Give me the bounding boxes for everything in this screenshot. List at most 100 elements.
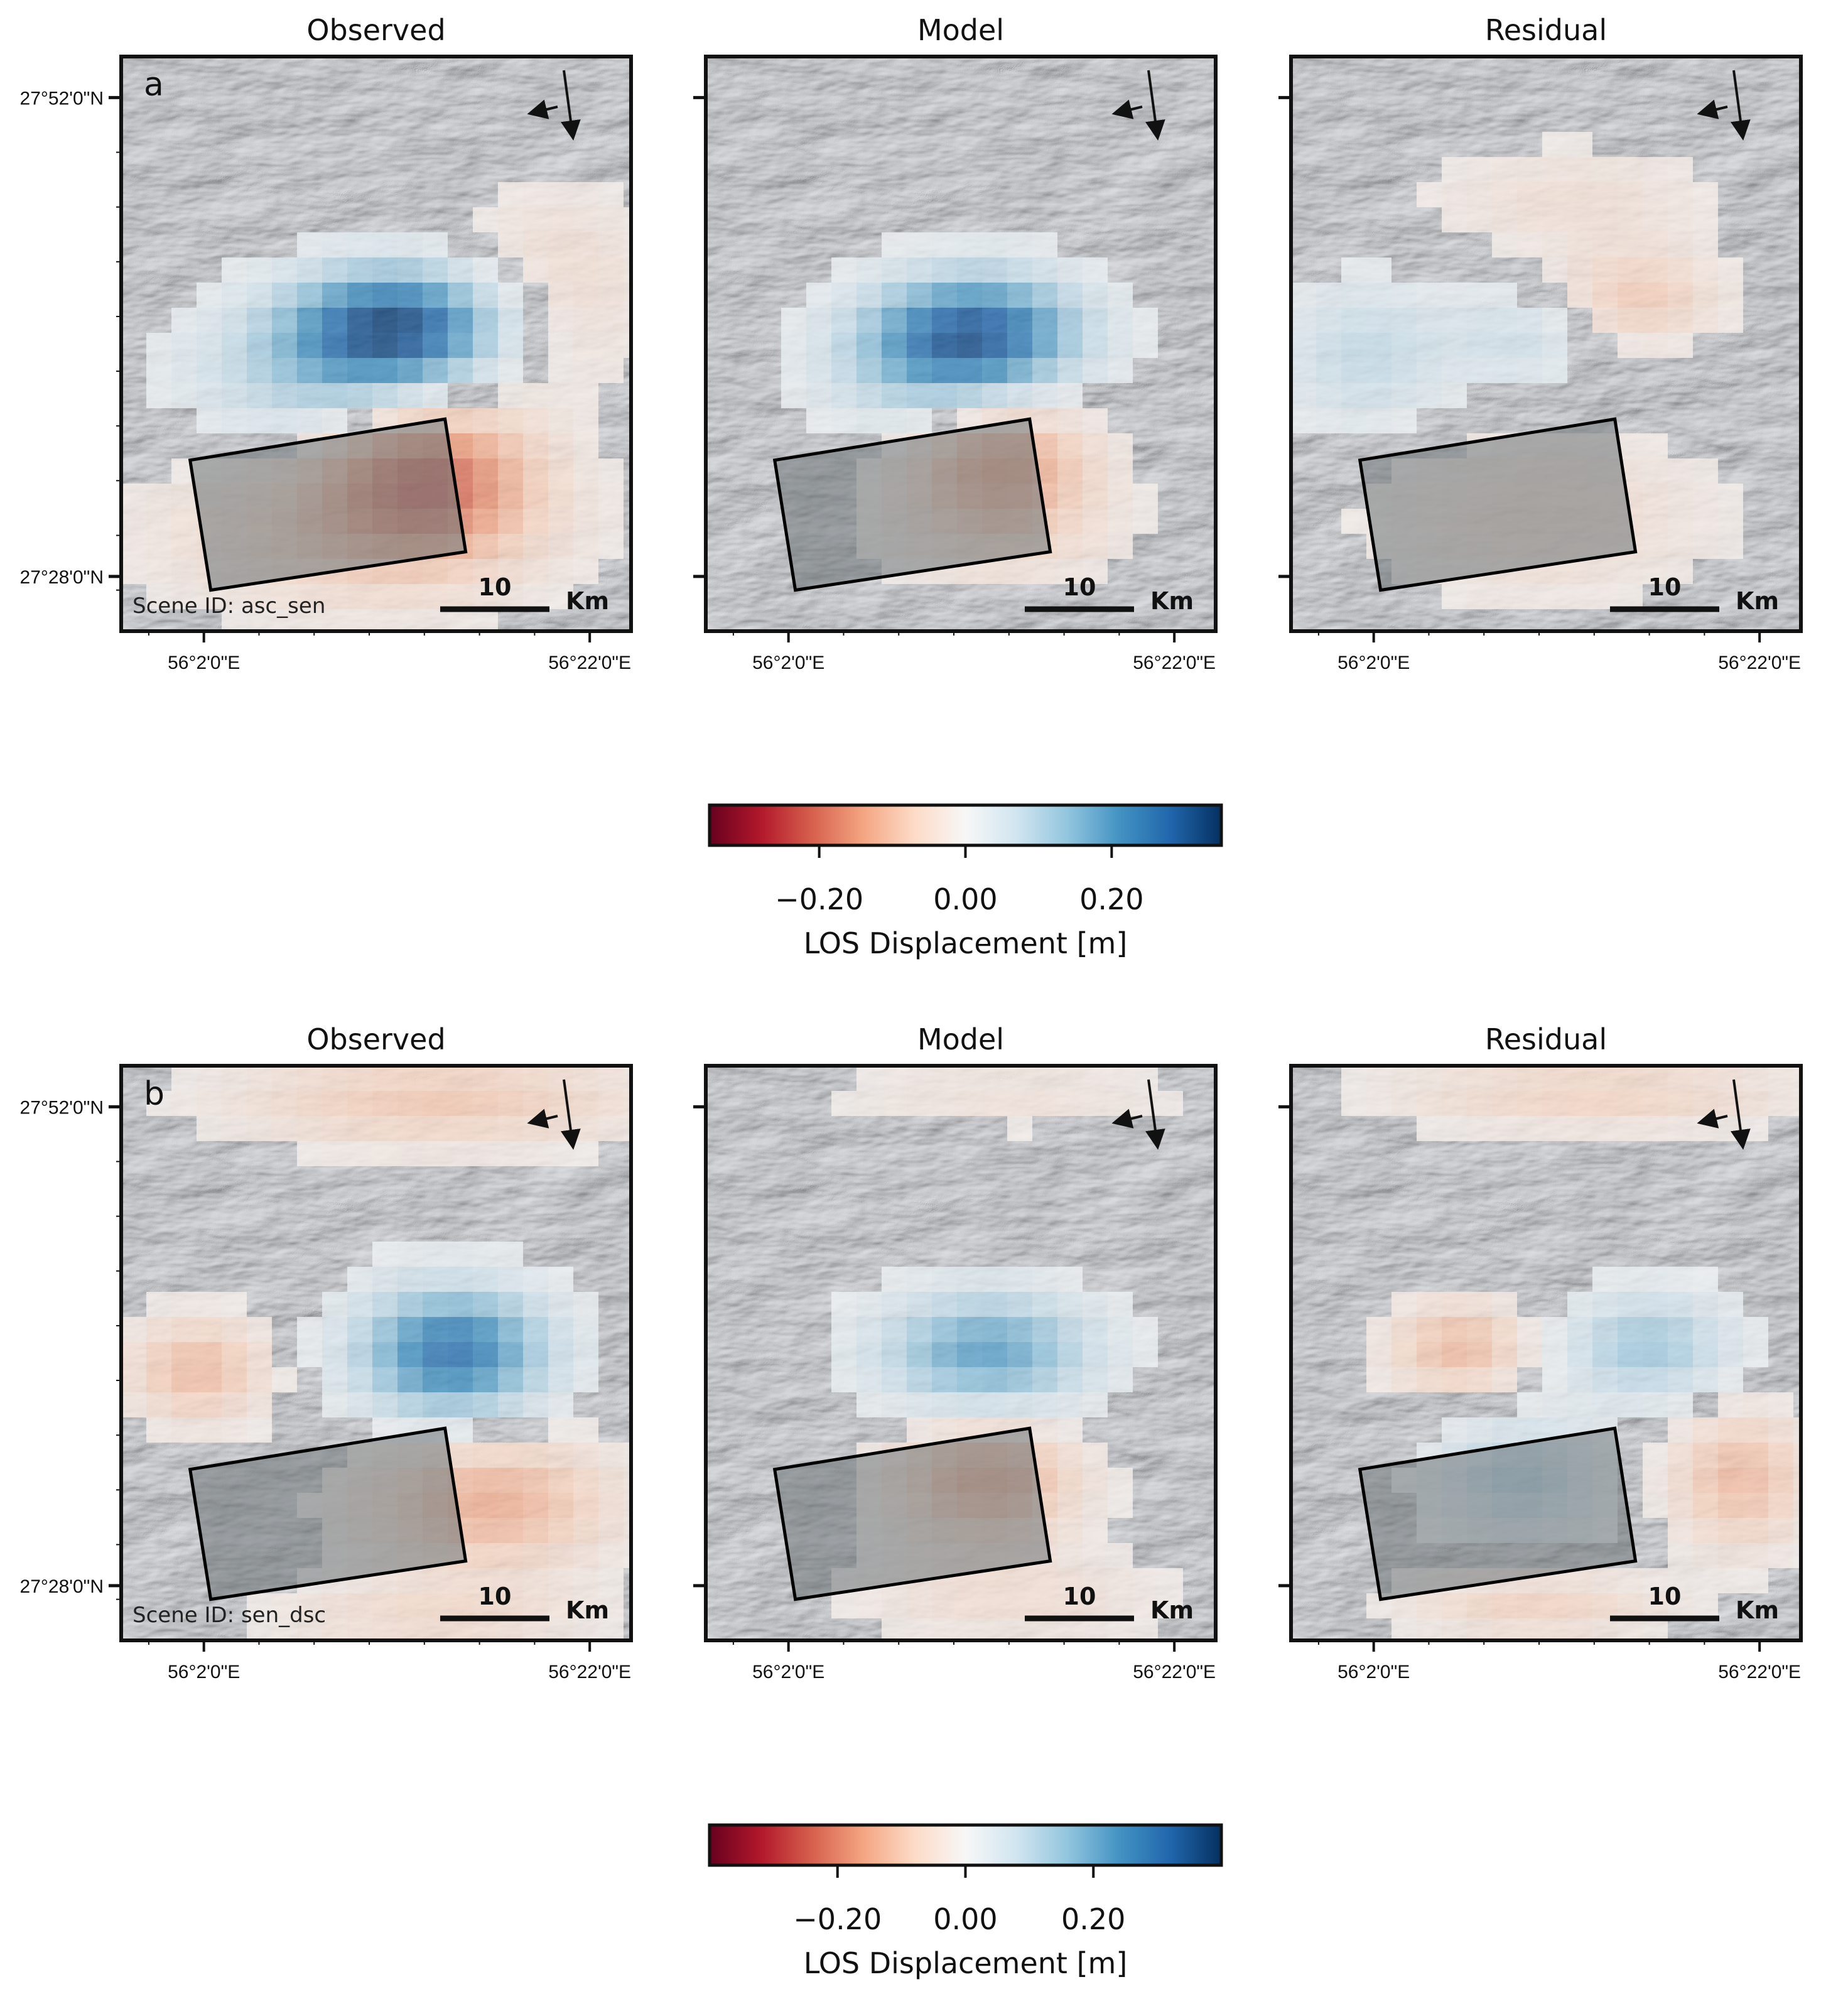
displacement-cell bbox=[831, 1292, 856, 1317]
x-tick-label: 56°22'0"E bbox=[1718, 1662, 1801, 1682]
displacement-cell bbox=[1693, 1443, 1718, 1468]
displacement-cell bbox=[573, 333, 598, 358]
displacement-cell bbox=[1492, 333, 1517, 358]
displacement-cell bbox=[932, 1618, 957, 1640]
displacement-cell bbox=[1341, 1066, 1366, 1091]
displacement-cell bbox=[322, 1091, 347, 1116]
displacement-cell bbox=[1743, 1342, 1768, 1367]
displacement-cell bbox=[598, 1443, 624, 1468]
displacement-cell bbox=[1693, 1518, 1718, 1543]
displacement-cell bbox=[247, 283, 272, 308]
displacement-cell bbox=[882, 232, 907, 257]
displacement-cell bbox=[448, 358, 473, 383]
displacement-cell bbox=[856, 1367, 882, 1392]
displacement-cell bbox=[1391, 1367, 1417, 1392]
displacement-cell bbox=[1542, 257, 1567, 283]
displacement-cell bbox=[297, 383, 322, 408]
displacement-cell bbox=[146, 1292, 171, 1317]
displacement-cell bbox=[573, 182, 598, 207]
displacement-cell bbox=[1768, 1443, 1793, 1468]
displacement-cell bbox=[448, 609, 473, 631]
displacement-cell bbox=[1032, 1392, 1057, 1417]
displacement-cell bbox=[1492, 182, 1517, 207]
displacement-cell bbox=[297, 609, 322, 631]
displacement-cell bbox=[347, 1292, 372, 1317]
displacement-cell bbox=[523, 182, 548, 207]
panel-frame bbox=[119, 1064, 633, 1642]
displacement-cell bbox=[548, 1443, 573, 1468]
displacement-cell bbox=[322, 1317, 347, 1342]
scale-bar-value: 10 bbox=[478, 573, 512, 601]
displacement-cell bbox=[1643, 1267, 1668, 1292]
displacement-cell bbox=[598, 1618, 624, 1640]
displacement-cell bbox=[498, 1292, 523, 1317]
displacement-cell bbox=[831, 1091, 856, 1116]
displacement-cell bbox=[1668, 559, 1693, 584]
displacement-cell bbox=[1007, 1568, 1032, 1593]
displacement-cell bbox=[347, 1141, 372, 1166]
displacement-cell bbox=[1492, 1342, 1517, 1367]
displacement-cell bbox=[1341, 509, 1366, 534]
displacement-cell bbox=[932, 358, 957, 383]
panel-title: Observed bbox=[306, 1022, 445, 1056]
displacement-cell bbox=[448, 1593, 473, 1618]
displacement-cell bbox=[1417, 333, 1442, 358]
displacement-cell bbox=[1618, 1116, 1643, 1141]
displacement-cell bbox=[397, 333, 423, 358]
displacement-cell bbox=[907, 308, 932, 333]
displacement-cell bbox=[372, 1618, 397, 1640]
displacement-cell bbox=[1133, 1317, 1158, 1342]
displacement-cell bbox=[1492, 1593, 1517, 1618]
displacement-cell bbox=[498, 1342, 523, 1367]
displacement-cell bbox=[1768, 1392, 1793, 1417]
displacement-cell bbox=[1007, 1367, 1032, 1392]
displacement-cell bbox=[573, 1342, 598, 1367]
displacement-cell bbox=[498, 1091, 523, 1116]
displacement-cell bbox=[831, 383, 856, 408]
displacement-cell bbox=[1517, 584, 1542, 609]
displacement-cell bbox=[1083, 1066, 1108, 1091]
displacement-cell bbox=[397, 1292, 423, 1317]
displacement-cell bbox=[1643, 559, 1668, 584]
x-tick-label: 56°2'0"E bbox=[168, 653, 240, 673]
displacement-cell bbox=[932, 1066, 957, 1091]
displacement-cell bbox=[347, 283, 372, 308]
displacement-cell bbox=[222, 1091, 247, 1116]
displacement-cell bbox=[1492, 1317, 1517, 1342]
displacement-cell bbox=[1718, 257, 1743, 283]
displacement-cell bbox=[1618, 1317, 1643, 1342]
displacement-cell bbox=[1743, 1493, 1768, 1518]
displacement-cell bbox=[247, 1618, 272, 1640]
displacement-cell bbox=[1133, 1066, 1158, 1091]
displacement-cell bbox=[1618, 559, 1643, 584]
displacement-cell bbox=[1517, 1066, 1542, 1091]
displacement-cell bbox=[498, 1242, 523, 1267]
displacement-cell bbox=[1643, 333, 1668, 358]
displacement-cell bbox=[1592, 1267, 1618, 1292]
displacement-cell bbox=[1718, 1518, 1743, 1543]
displacement-cell bbox=[1316, 308, 1341, 333]
displacement-cell bbox=[473, 1518, 498, 1543]
displacement-overlay bbox=[121, 1066, 631, 1640]
displacement-cell bbox=[1467, 358, 1492, 383]
displacement-cell bbox=[523, 484, 548, 509]
colorbar-label: LOS Displacement [m] bbox=[804, 926, 1128, 960]
displacement-cell bbox=[372, 333, 397, 358]
displacement-cell bbox=[1158, 1593, 1183, 1618]
displacement-cell bbox=[272, 1116, 297, 1141]
displacement-cell bbox=[1592, 1367, 1618, 1392]
displacement-cell bbox=[1007, 1066, 1032, 1091]
displacement-cell bbox=[1467, 1367, 1492, 1392]
displacement-cell bbox=[322, 1593, 347, 1618]
panel-letter: a bbox=[144, 66, 164, 104]
displacement-cell bbox=[372, 383, 397, 408]
displacement-cell bbox=[1057, 1593, 1083, 1618]
displacement-cell bbox=[982, 1267, 1007, 1292]
displacement-cell bbox=[272, 1066, 297, 1091]
displacement-cell bbox=[598, 509, 624, 534]
displacement-cell bbox=[1442, 358, 1467, 383]
displacement-cell bbox=[1643, 207, 1668, 232]
displacement-cell bbox=[957, 1618, 982, 1640]
displacement-cell bbox=[1668, 207, 1693, 232]
displacement-cell bbox=[322, 358, 347, 383]
